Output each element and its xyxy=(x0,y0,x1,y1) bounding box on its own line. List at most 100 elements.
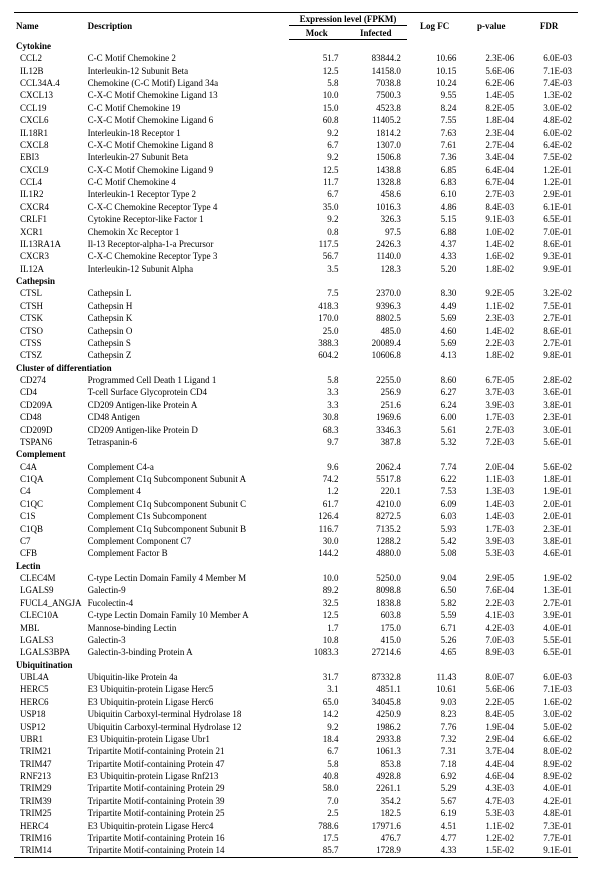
cell-desc: C-X-C Motif Chemokine Ligand 13 xyxy=(86,89,289,101)
table-row: CXCL8C-X-C Motif Chemokine Ligand 86.713… xyxy=(14,139,578,151)
cell-mock: 31.7 xyxy=(289,671,344,683)
cell-infected: 2426.3 xyxy=(345,238,407,250)
cell-logfc: 5.61 xyxy=(407,423,462,435)
cell-fdr: 8.6E-01 xyxy=(520,324,578,336)
cell-infected: 4523.8 xyxy=(345,102,407,114)
cell-name: CCL34A.4 xyxy=(14,77,86,89)
cell-name: CD274 xyxy=(14,374,86,386)
cell-pvalue: 3.7E-04 xyxy=(462,745,520,757)
cell-infected: 1140.0 xyxy=(345,250,407,262)
cell-fdr: 1.6E-02 xyxy=(520,696,578,708)
cell-infected: 20089.4 xyxy=(345,337,407,349)
cell-pvalue: 1.4E-03 xyxy=(462,510,520,522)
table-row: EBI3Interleukin-27 Subunit Beta9.21506.8… xyxy=(14,151,578,163)
cell-infected: 1814.2 xyxy=(345,126,407,138)
table-row: LGALS3BPAGalectin-3-binding Protein A108… xyxy=(14,646,578,658)
cell-mock: 1.2 xyxy=(289,485,344,497)
cell-logfc: 7.36 xyxy=(407,151,462,163)
cell-pvalue: 4.4E-04 xyxy=(462,758,520,770)
cell-logfc: 10.15 xyxy=(407,65,462,77)
cell-fdr: 4.2E-01 xyxy=(520,795,578,807)
cell-pvalue: 3.7E-03 xyxy=(462,386,520,398)
cell-fdr: 1.3E-01 xyxy=(520,584,578,596)
cell-desc: Mannose-binding Lectin xyxy=(86,621,289,633)
cell-desc: Interleukin-12 Subunit Alpha xyxy=(86,263,289,275)
cell-name: CCL4 xyxy=(14,176,86,188)
cell-logfc: 10.61 xyxy=(407,683,462,695)
cell-infected: 1328.8 xyxy=(345,176,407,188)
cell-pvalue: 2.3E-03 xyxy=(462,312,520,324)
cell-mock: 0.8 xyxy=(289,225,344,237)
cell-pvalue: 4.3E-03 xyxy=(462,782,520,794)
cell-desc: C-C Motif Chemokine 4 xyxy=(86,176,289,188)
cell-pvalue: 1.1E-02 xyxy=(462,300,520,312)
cell-fdr: 6.5E-01 xyxy=(520,213,578,225)
cell-fdr: 7.5E-01 xyxy=(520,300,578,312)
cell-infected: 1838.8 xyxy=(345,597,407,609)
cell-infected: 326.3 xyxy=(345,213,407,225)
cell-desc: Complement C1q Subcomponent Subunit A xyxy=(86,473,289,485)
cell-logfc: 5.69 xyxy=(407,337,462,349)
cell-name: C1QC xyxy=(14,498,86,510)
cell-infected: 485.0 xyxy=(345,324,407,336)
cell-desc: Tripartite Motif-containing Protein 47 xyxy=(86,758,289,770)
cell-pvalue: 2.9E-04 xyxy=(462,733,520,745)
table-row: IL13RA1AIl-13 Receptor-alpha-1-a Precurs… xyxy=(14,238,578,250)
col-pvalue: p-value xyxy=(462,13,520,40)
cell-mock: 9.2 xyxy=(289,213,344,225)
table-row: MBLMannose-binding Lectin1.7175.06.714.2… xyxy=(14,621,578,633)
cell-desc: Chemokin Xc Receptor 1 xyxy=(86,225,289,237)
table-row: CXCR3C-X-C Chemokine Receptor Type 356.7… xyxy=(14,250,578,262)
table-row: IL12BInterleukin-12 Subunit Beta12.51415… xyxy=(14,65,578,77)
cell-pvalue: 3.9E-03 xyxy=(462,535,520,547)
cell-pvalue: 1.9E-04 xyxy=(462,720,520,732)
cell-mock: 9.2 xyxy=(289,151,344,163)
cell-desc: Interleukin-27 Subunit Beta xyxy=(86,151,289,163)
cell-name: UBR1 xyxy=(14,733,86,745)
cell-name: UBL4A xyxy=(14,671,86,683)
cell-pvalue: 2.3E-06 xyxy=(462,52,520,64)
cell-logfc: 5.15 xyxy=(407,213,462,225)
cell-logfc: 6.50 xyxy=(407,584,462,596)
cell-mock: 12.5 xyxy=(289,65,344,77)
table-row: TRIM39Tripartite Motif-containing Protei… xyxy=(14,795,578,807)
cell-name: IL12B xyxy=(14,65,86,77)
cell-logfc: 5.26 xyxy=(407,634,462,646)
table-row: IL1R2Interleukin-1 Receptor Type 26.7458… xyxy=(14,188,578,200)
cell-infected: 1016.3 xyxy=(345,201,407,213)
cell-desc: CD209 Antigen-like Protein A xyxy=(86,399,289,411)
cell-infected: 34045.8 xyxy=(345,696,407,708)
cell-fdr: 7.0E-01 xyxy=(520,225,578,237)
table-row: CFBComplement Factor B144.24880.05.085.3… xyxy=(14,547,578,559)
cell-infected: 87332.8 xyxy=(345,671,407,683)
section-title: Cathepsin xyxy=(14,275,578,287)
table-row: C4Complement 41.2220.17.531.3E-031.9E-01 xyxy=(14,485,578,497)
cell-desc: Programmed Cell Death 1 Ligand 1 xyxy=(86,374,289,386)
cell-mock: 3.1 xyxy=(289,683,344,695)
table-row: CCL2C-C Motif Chemokine 251.783844.210.6… xyxy=(14,52,578,64)
cell-logfc: 7.55 xyxy=(407,114,462,126)
expression-table: Name Description Expression level (FPKM)… xyxy=(14,12,578,858)
cell-mock: 61.7 xyxy=(289,498,344,510)
cell-pvalue: 5.6E-06 xyxy=(462,683,520,695)
cell-mock: 170.0 xyxy=(289,312,344,324)
cell-fdr: 8.9E-02 xyxy=(520,758,578,770)
table-row: UBL4AUbiquitin-like Protein 4a31.787332.… xyxy=(14,671,578,683)
cell-pvalue: 1.8E-02 xyxy=(462,263,520,275)
cell-name: RNF213 xyxy=(14,770,86,782)
cell-desc: Cytokine Receptor-like Factor 1 xyxy=(86,213,289,225)
col-name: Name xyxy=(14,13,86,40)
cell-infected: 11405.2 xyxy=(345,114,407,126)
table-row: FUCL4_ANGJAFucolectin-432.51838.85.822.2… xyxy=(14,597,578,609)
cell-name: LGALS3 xyxy=(14,634,86,646)
table-row: CCL19C-C Motif Chemokine 1915.04523.88.2… xyxy=(14,102,578,114)
cell-mock: 10.8 xyxy=(289,634,344,646)
cell-fdr: 5.5E-01 xyxy=(520,634,578,646)
cell-desc: Cathepsin Z xyxy=(86,349,289,361)
cell-infected: 1969.6 xyxy=(345,411,407,423)
cell-pvalue: 8.9E-03 xyxy=(462,646,520,658)
table-row: CD209ACD209 Antigen-like Protein A3.3251… xyxy=(14,399,578,411)
cell-mock: 9.6 xyxy=(289,461,344,473)
cell-infected: 14158.0 xyxy=(345,65,407,77)
cell-name: CCL2 xyxy=(14,52,86,64)
